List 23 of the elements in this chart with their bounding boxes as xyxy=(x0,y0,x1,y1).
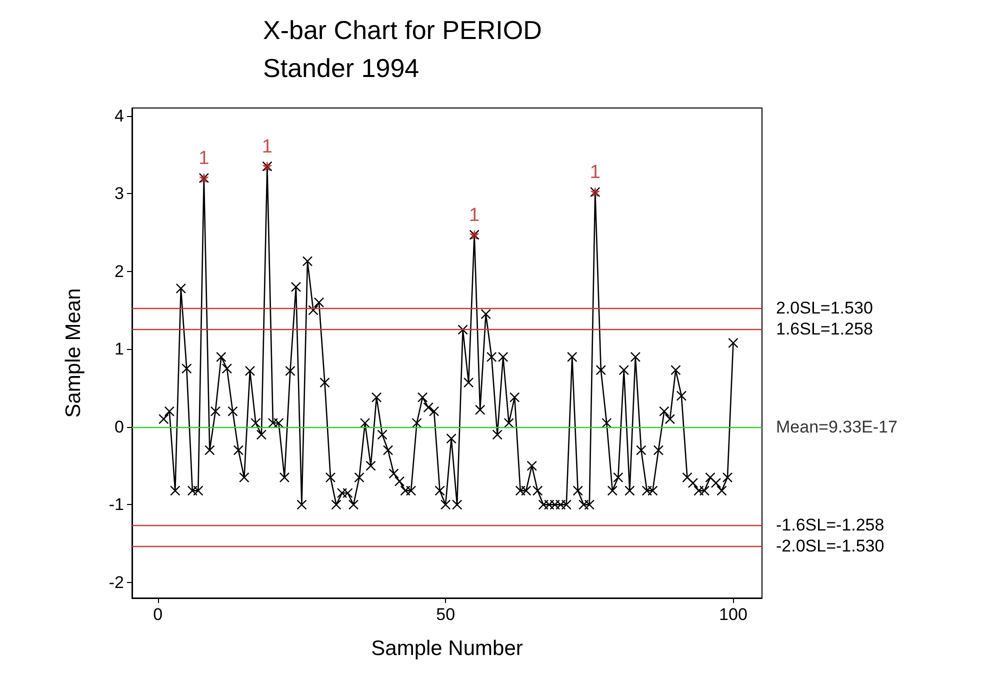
ref-line-label: -2.0SL=-1.530 xyxy=(776,536,884,556)
chart-subtitle: Stander 1994 xyxy=(263,53,420,83)
x-tick-label: 0 xyxy=(153,605,163,624)
ref-line-label: 1.6SL=1.258 xyxy=(776,319,873,338)
ref-line-label: -1.6SL=-1.258 xyxy=(776,515,884,534)
y-tick-label: 3 xyxy=(114,184,124,204)
annotation: Mean=9.33E-17 xyxy=(776,417,898,436)
y-tick-label: -1 xyxy=(108,495,124,514)
x-tick-label: 100 xyxy=(719,605,748,624)
annotation: 1 xyxy=(590,162,600,183)
annotation: 1 xyxy=(198,148,210,169)
chart-title: X-bar Chart for PERIOD xyxy=(263,15,542,45)
y-tick-label: 4 xyxy=(114,106,124,126)
y-tick-label: -2 xyxy=(108,572,124,592)
y-axis-title: Sample Mean xyxy=(62,288,85,418)
y-tick-label: 2 xyxy=(114,262,124,281)
y-tick-label: 1 xyxy=(114,340,124,359)
y-tick-label: 0 xyxy=(114,417,124,436)
annotation: 1 xyxy=(469,204,480,226)
annotation: 1 xyxy=(262,136,272,158)
x-tick-label: 50 xyxy=(436,605,456,624)
x-axis-title: Sample Number xyxy=(371,637,523,660)
ref-line-label: 2.0SL=1.530 xyxy=(776,298,873,318)
